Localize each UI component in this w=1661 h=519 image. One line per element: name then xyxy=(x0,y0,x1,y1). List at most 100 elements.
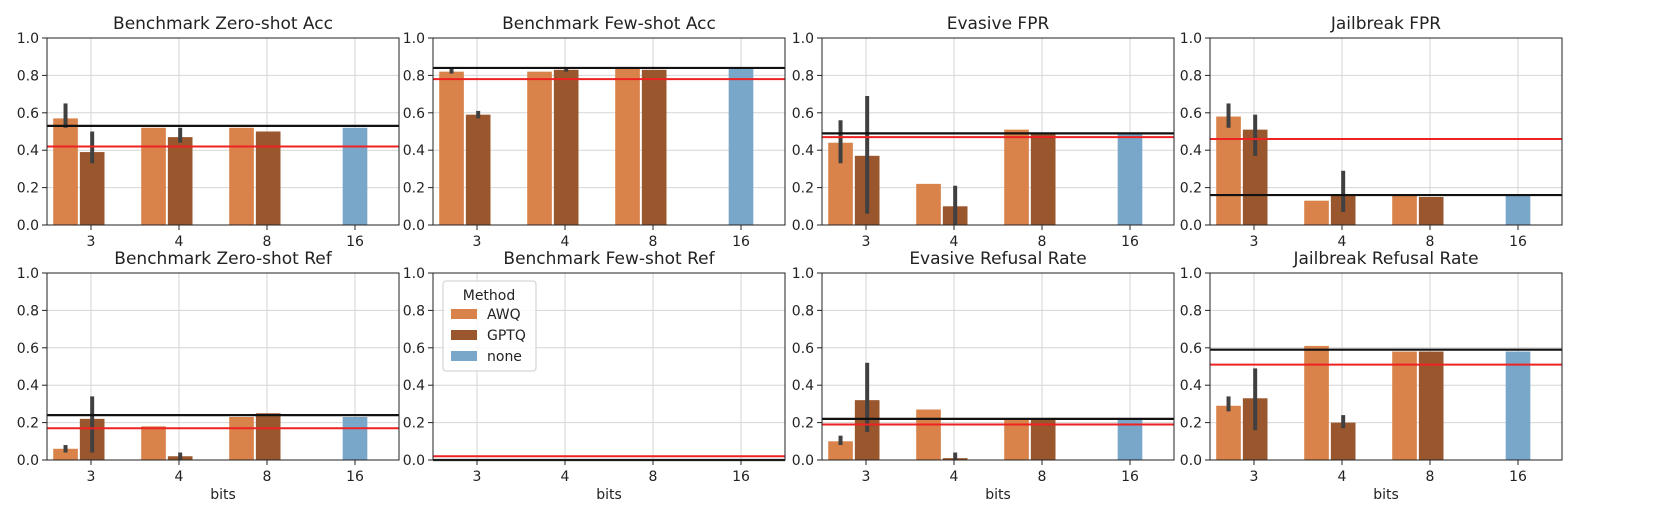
y-tick-label: 0.6 xyxy=(1180,341,1202,357)
x-tick-label: 4 xyxy=(1338,234,1347,250)
y-tick-label: 0.2 xyxy=(403,416,425,432)
y-tick-label: 1.0 xyxy=(1180,31,1202,47)
subplot-1: Benchmark Few-shot Acc 0.0 0.2 0.4 0.6 0.8 1.0… xyxy=(403,14,786,250)
y-tick-label: 0.4 xyxy=(17,378,39,394)
axes-frame xyxy=(1209,37,1563,226)
bar-gptq-8 xyxy=(1030,418,1056,460)
x-tick-label: 8 xyxy=(1426,469,1435,485)
y-tick-label: 0.6 xyxy=(1180,106,1202,122)
x-tick-label: 4 xyxy=(561,234,570,250)
legend-label-awq: AWQ xyxy=(487,307,521,323)
bar-awq-8 xyxy=(229,416,254,460)
bar-awq-3 xyxy=(53,118,78,225)
x-tick-label: 16 xyxy=(732,234,750,250)
x-tick-label: 3 xyxy=(862,469,871,485)
y-tick-label: 0.0 xyxy=(1180,453,1202,469)
x-tick-label: 8 xyxy=(649,469,658,485)
subplot-title: Evasive Refusal Rate xyxy=(909,249,1086,269)
x-tick-label: 16 xyxy=(346,234,364,250)
y-tick-label: 0.6 xyxy=(17,106,39,122)
x-tick-label: 3 xyxy=(87,234,96,250)
y-tick-label: 1.0 xyxy=(403,266,425,282)
bar-awq-8 xyxy=(1004,129,1029,225)
bar-awq-4 xyxy=(141,127,166,225)
x-axis-label: bits xyxy=(985,487,1011,503)
subplot-title: Jailbreak FPR xyxy=(1330,14,1441,34)
bar-awq-8 xyxy=(229,127,254,225)
x-tick-label: 16 xyxy=(1509,234,1527,250)
y-tick-label: 0.6 xyxy=(403,106,425,122)
y-tick-label: 1.0 xyxy=(792,31,814,47)
x-tick-label: 4 xyxy=(175,469,184,485)
y-tick-label: 0.2 xyxy=(792,181,814,197)
x-axis-label: bits xyxy=(1373,487,1399,503)
x-tick-label: 8 xyxy=(649,234,658,250)
bar-none-16 xyxy=(1505,195,1531,225)
y-tick-label: 1.0 xyxy=(17,266,39,282)
axes-frame xyxy=(46,37,400,226)
axes-frame xyxy=(821,272,1175,461)
bar-none-16 xyxy=(1117,418,1143,460)
x-tick-label: 16 xyxy=(1509,469,1527,485)
subplot-7: Jailbreak Refusal Rate 0.0 0.2 0.4 0.6 0.8 1.0… xyxy=(1180,249,1563,503)
y-tick-label: 0.4 xyxy=(1180,378,1202,394)
y-tick-label: 0.2 xyxy=(1180,416,1202,432)
x-tick-label: 3 xyxy=(1250,469,1259,485)
axes-frame xyxy=(432,272,786,461)
x-tick-label: 8 xyxy=(263,234,272,250)
y-tick-label: 0.6 xyxy=(792,106,814,122)
legend-title: Method xyxy=(463,288,516,304)
y-tick-label: 0.8 xyxy=(403,68,425,84)
subplot-title: Benchmark Few-shot Acc xyxy=(502,14,716,34)
subplot-6: Evasive Refusal Rate 0.0 0.2 0.4 0.6 0.8 1.0 3 4… xyxy=(792,249,1175,503)
bar-none-16 xyxy=(728,67,754,225)
y-tick-label: 0.8 xyxy=(792,68,814,84)
bar-gptq-8 xyxy=(1030,133,1056,225)
axes-frame xyxy=(1209,272,1563,461)
legend-swatch-gptq xyxy=(451,330,477,340)
subplot-title: Jailbreak Refusal Rate xyxy=(1292,249,1478,269)
x-tick-label: 8 xyxy=(1426,234,1435,250)
y-tick-label: 0.0 xyxy=(403,218,425,234)
bar-gptq-8 xyxy=(641,69,667,225)
legend-swatch-awq xyxy=(451,309,477,319)
bar-gptq-4 xyxy=(167,137,193,225)
y-tick-label: 0.0 xyxy=(1180,218,1202,234)
x-tick-label: 4 xyxy=(175,234,184,250)
y-tick-label: 0.0 xyxy=(403,453,425,469)
y-tick-label: 0.4 xyxy=(17,143,39,159)
x-axis-label: bits xyxy=(210,487,236,503)
y-tick-label: 1.0 xyxy=(403,31,425,47)
axes-frame xyxy=(821,37,1175,226)
bar-gptq-8 xyxy=(1418,351,1444,460)
axes-frame xyxy=(432,37,786,226)
y-tick-label: 1.0 xyxy=(17,31,39,47)
x-tick-label: 16 xyxy=(346,469,364,485)
bar-awq-3 xyxy=(1216,116,1241,225)
y-tick-label: 0.8 xyxy=(792,303,814,319)
x-tick-label: 3 xyxy=(1250,234,1259,250)
y-tick-label: 0.8 xyxy=(403,303,425,319)
x-axis-label: bits xyxy=(596,487,622,503)
y-tick-label: 0.8 xyxy=(17,303,39,319)
bar-awq-3 xyxy=(53,448,78,460)
x-tick-label: 3 xyxy=(87,469,96,485)
y-tick-label: 0.4 xyxy=(1180,143,1202,159)
bar-awq-8 xyxy=(1392,195,1417,225)
legend-swatch-none xyxy=(451,351,477,361)
y-tick-label: 0.8 xyxy=(1180,303,1202,319)
x-tick-label: 4 xyxy=(1338,469,1347,485)
bar-awq-3 xyxy=(1216,405,1241,460)
bar-awq-4 xyxy=(1304,200,1329,225)
bar-awq-8 xyxy=(1004,418,1029,460)
legend: Method AWQ GPTQ none xyxy=(442,280,537,372)
bar-gptq-3 xyxy=(465,114,491,225)
y-tick-label: 0.6 xyxy=(792,341,814,357)
x-tick-label: 16 xyxy=(1121,469,1139,485)
axes-frame xyxy=(46,272,400,461)
y-tick-label: 0.0 xyxy=(17,218,39,234)
x-tick-label: 8 xyxy=(263,469,272,485)
x-tick-label: 8 xyxy=(1038,234,1047,250)
bar-awq-4 xyxy=(916,183,941,225)
x-tick-label: 16 xyxy=(1121,234,1139,250)
